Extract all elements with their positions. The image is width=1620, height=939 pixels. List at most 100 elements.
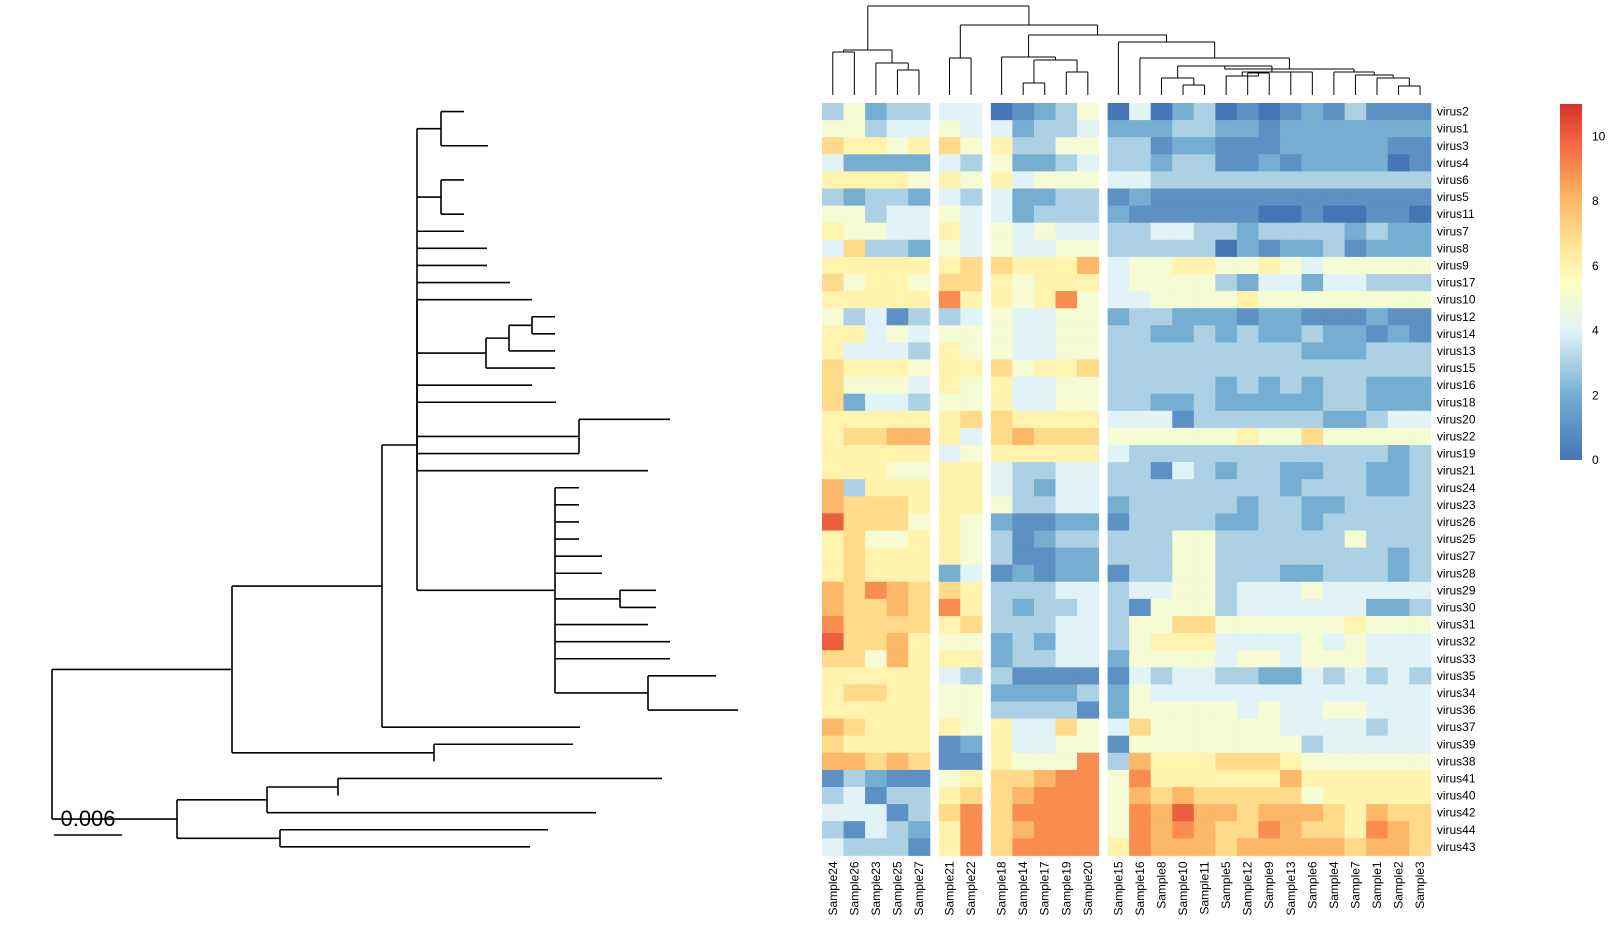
heatmap-cell: [960, 154, 983, 172]
heatmap-cell: [886, 376, 909, 395]
heatmap-cell: [1344, 752, 1367, 771]
heatmap-cell: [908, 359, 931, 378]
heatmap-cell: [865, 256, 888, 275]
row-label: virus22: [1437, 429, 1476, 443]
heatmap-cell: [1033, 274, 1056, 292]
heatmap-cell: [1129, 718, 1152, 737]
heatmap-cell: [1258, 633, 1281, 651]
heatmap-cell: [1150, 804, 1173, 822]
heatmap-cell: [1387, 393, 1410, 412]
heatmap-cell: [1193, 188, 1216, 207]
heatmap-cell: [843, 684, 866, 702]
heatmap-cell: [1150, 120, 1173, 138]
heatmap-cell: [1107, 325, 1130, 343]
heatmap-cell: [865, 821, 888, 839]
heatmap-cell: [1033, 667, 1056, 685]
heatmap-cell: [1344, 821, 1367, 839]
heatmap-cell: [1012, 633, 1035, 651]
heatmap-cell: [1129, 274, 1152, 292]
heatmap-cell: [1387, 564, 1410, 583]
heatmap-cell: [1172, 735, 1195, 754]
heatmap-cell: [1193, 222, 1216, 241]
row-label: virus16: [1437, 378, 1476, 392]
heatmap-cell: [1344, 804, 1367, 822]
heatmap-cell: [822, 496, 845, 514]
heatmap-cell: [960, 479, 983, 497]
heatmap-cell: [1077, 496, 1100, 514]
heatmap-cell: [1077, 274, 1100, 292]
heatmap-cell: [1172, 496, 1195, 514]
heatmap-cell: [1055, 581, 1078, 600]
heatmap-cell: [1193, 462, 1216, 480]
heatmap-cell: [1366, 787, 1389, 805]
heatmap-cell: [990, 547, 1013, 566]
heatmap-cell: [1366, 256, 1389, 275]
heatmap-cell: [1280, 564, 1303, 583]
heatmap-cell: [990, 103, 1013, 121]
heatmap-cell: [1012, 137, 1035, 155]
heatmap-cell: [908, 376, 931, 395]
heatmap-cell: [843, 633, 866, 651]
heatmap-cell: [1280, 171, 1303, 189]
heatmap-cell: [1236, 650, 1259, 668]
heatmap-cell: [1172, 479, 1195, 497]
heatmap-cell: [960, 838, 983, 856]
heatmap-cell: [1193, 120, 1216, 138]
heatmap-cell: [865, 581, 888, 600]
heatmap-cell: [1344, 393, 1367, 412]
heatmap-cell: [822, 137, 845, 155]
heatmap-cell: [908, 120, 931, 138]
heatmap-cell: [1280, 598, 1303, 617]
heatmap-cell: [1409, 667, 1432, 685]
heatmap-cell: [938, 342, 961, 360]
heatmap-cell: [1409, 410, 1432, 429]
heatmap-cell: [1344, 239, 1367, 258]
heatmap-cell: [886, 821, 909, 839]
heatmap-cell: [1366, 650, 1389, 668]
heatmap-cell: [960, 598, 983, 617]
heatmap-cell: [908, 804, 931, 822]
row-label: virus36: [1437, 703, 1476, 717]
heatmap-cell: [1387, 804, 1410, 822]
heatmap-cell: [1129, 804, 1152, 822]
heatmap-cell: [1033, 410, 1056, 429]
heatmap-cell: [1077, 804, 1100, 822]
heatmap-cell: [1409, 804, 1432, 822]
heatmap-cell: [960, 308, 983, 326]
heatmap-cell: [1258, 359, 1281, 378]
heatmap-cell: [1107, 804, 1130, 822]
heatmap-cell: [865, 684, 888, 702]
heatmap-cell: [1323, 137, 1346, 155]
heatmap-cell: [1258, 787, 1281, 805]
heatmap-cell: [1344, 564, 1367, 583]
heatmap-cell: [1150, 650, 1173, 668]
heatmap-cell: [1012, 120, 1035, 138]
heatmap-cell: [1258, 718, 1281, 737]
heatmap-cell: [960, 513, 983, 531]
heatmap-cell: [1344, 581, 1367, 600]
heatmap-cell: [1409, 120, 1432, 138]
heatmap-cell: [1077, 103, 1100, 121]
heatmap-cell: [1193, 154, 1216, 172]
heatmap-cell: [1077, 769, 1100, 788]
heatmap-cell: [908, 154, 931, 172]
heatmap-cell: [1077, 479, 1100, 497]
heatmap-cell: [1387, 598, 1410, 617]
row-label: virus11: [1437, 207, 1475, 221]
row-label: virus2: [1437, 105, 1469, 119]
heatmap-cell: [1387, 513, 1410, 531]
heatmap-cell: [1323, 120, 1346, 138]
heatmap-cell: [1366, 171, 1389, 189]
heatmap-cell: [1409, 445, 1432, 463]
heatmap-cell: [938, 239, 961, 258]
heatmap-cell: [938, 427, 961, 446]
heatmap-cell: [1055, 188, 1078, 207]
heatmap-cell: [1077, 188, 1100, 207]
heatmap-cell: [990, 530, 1013, 549]
heatmap-cell: [1258, 479, 1281, 497]
heatmap-cell: [1150, 633, 1173, 651]
heatmap-cell: [865, 120, 888, 138]
heatmap-cell: [1033, 479, 1056, 497]
heatmap-cell: [960, 103, 983, 121]
column-label: Sample3: [1413, 861, 1427, 909]
